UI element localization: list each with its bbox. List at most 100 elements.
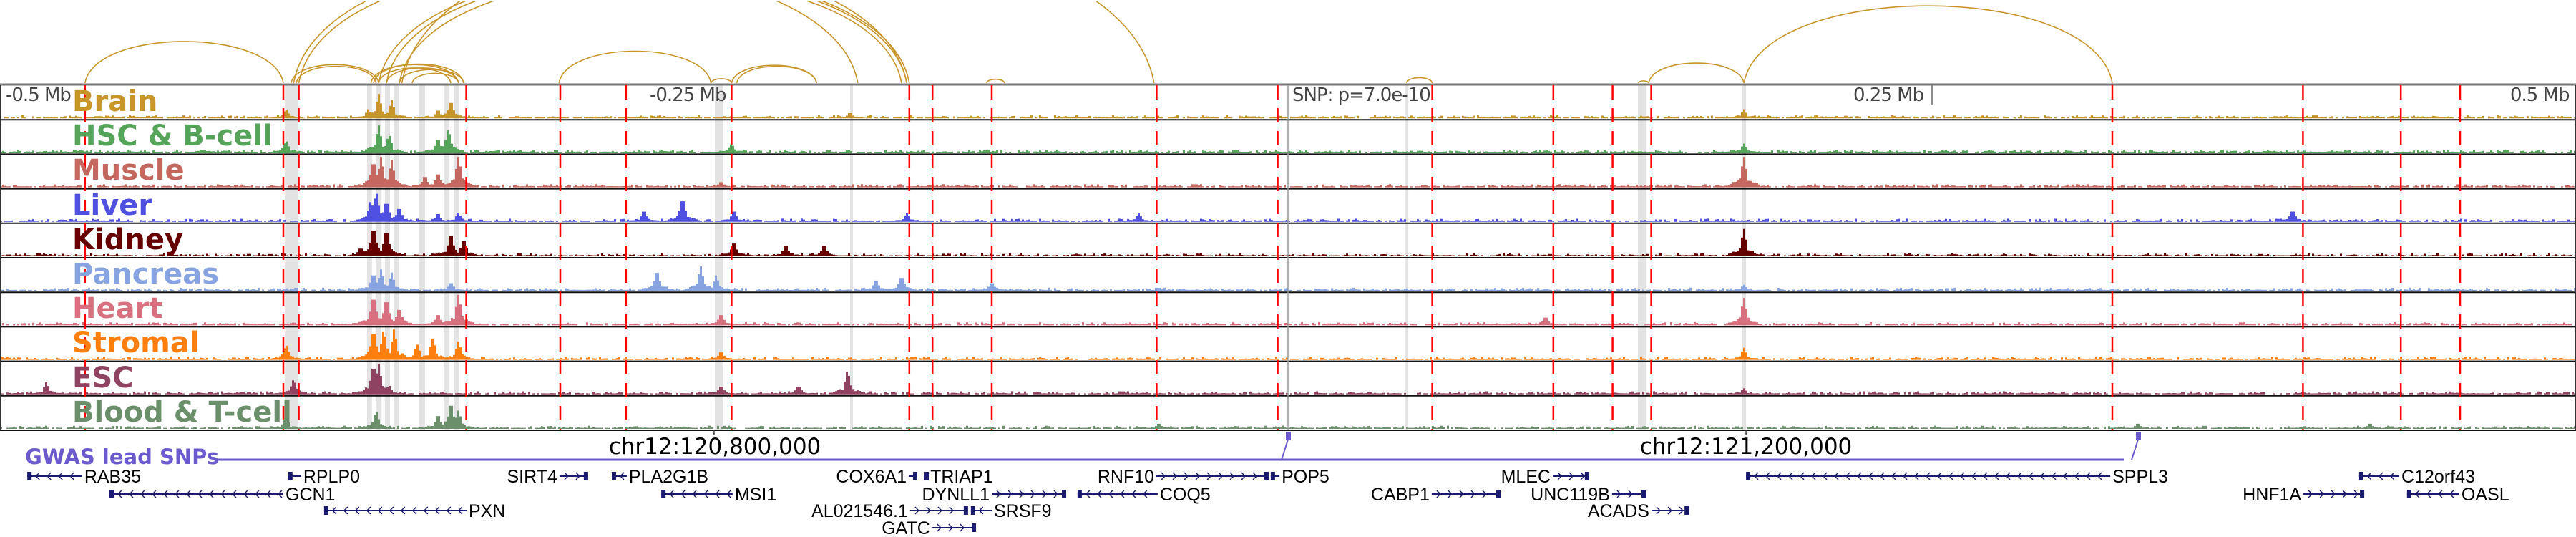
strand-arrow-icon	[996, 490, 1001, 498]
strand-arrow-icon	[1845, 472, 1850, 480]
gene-exon	[912, 472, 917, 480]
gene-rnf10: RNF10	[1098, 467, 1269, 487]
strand-arrow-icon	[2437, 490, 2443, 498]
strand-arrow-icon	[2331, 490, 2336, 498]
strand-arrow-icon	[220, 490, 225, 498]
interaction-arc	[710, 78, 733, 84]
gene-exon	[583, 472, 588, 480]
track-label: Blood & T-cell	[72, 395, 292, 429]
strand-arrow-icon	[960, 523, 965, 532]
strand-arrow-icon	[1616, 490, 1621, 498]
gene-exon	[1496, 490, 1501, 498]
strand-arrow-icon	[1218, 472, 1224, 480]
gene-pla2g1b: PLA2G1B	[612, 467, 708, 487]
interaction-arc	[1637, 80, 1649, 84]
strand-arrow-icon	[1252, 472, 1258, 480]
strand-arrow-icon	[58, 472, 63, 480]
gene-pxn: PXN	[323, 501, 505, 521]
strand-arrow-icon	[343, 506, 348, 515]
gene-label: POP5	[1282, 467, 1330, 487]
strand-arrow-icon	[1926, 472, 1931, 480]
gene-exon	[109, 490, 114, 498]
gene-exon	[1746, 472, 1751, 480]
strand-arrow-icon	[575, 472, 580, 480]
strand-arrow-icon	[1800, 472, 1805, 480]
strand-arrow-icon	[1459, 490, 1464, 498]
coordinate-label: chr12:121,200,000	[1639, 434, 1853, 460]
strand-arrow-icon	[1777, 472, 1782, 480]
interaction-arc	[558, 50, 712, 84]
strand-arrow-icon	[1008, 490, 1013, 498]
gene-label: CABP1	[1371, 485, 1430, 505]
interaction-arc	[291, 64, 379, 84]
gene-hnf1a: HNF1A	[2243, 485, 2365, 505]
strand-arrow-icon	[1108, 490, 1113, 498]
strand-arrow-icon	[35, 472, 40, 480]
strand-arrow-icon	[255, 490, 260, 498]
strand-arrow-icon	[377, 506, 383, 515]
strand-arrow-icon	[47, 472, 52, 480]
strand-arrow-icon	[117, 490, 122, 498]
interaction-arc	[386, 67, 459, 84]
gene-exon	[288, 472, 293, 480]
strand-arrow-icon	[1880, 472, 1885, 480]
gene-label: RPLP0	[303, 467, 360, 487]
track-label: Muscle	[72, 154, 185, 188]
interaction-arc	[401, 0, 1155, 84]
gene-label: GCN1	[286, 485, 335, 505]
interaction-arc	[386, 0, 907, 84]
strand-arrow-icon	[2097, 472, 2102, 480]
gene-triap1: TRIAP1	[924, 467, 993, 487]
strand-arrow-icon	[1131, 490, 1136, 498]
strand-arrow-icon	[411, 506, 417, 515]
strand-arrow-icon	[692, 490, 697, 498]
strand-arrow-icon	[1656, 506, 1661, 515]
strand-arrow-icon	[726, 490, 731, 498]
strand-arrow-icon	[1568, 472, 1574, 480]
axis-label-left: -0.5 Mb	[6, 84, 72, 106]
strand-arrow-icon	[1857, 472, 1862, 480]
gene-label: DYNLL1	[922, 485, 990, 505]
interaction-arc	[298, 0, 859, 84]
gwas-snp-marker	[1286, 432, 1291, 440]
strand-arrow-icon	[446, 506, 452, 515]
gwas-track-label: GWAS lead SNPs	[25, 445, 220, 469]
strand-arrow-icon	[197, 490, 203, 498]
strand-arrow-icon	[69, 472, 74, 480]
gene-exon	[1584, 472, 1589, 480]
strand-arrow-icon	[926, 506, 931, 515]
track-label: Liver	[72, 188, 153, 222]
strand-arrow-icon	[1868, 472, 1873, 480]
gene-label: COX6A1	[836, 467, 907, 487]
strand-arrow-icon	[1983, 472, 1988, 480]
strand-arrow-icon	[1184, 472, 1189, 480]
strand-arrow-icon	[434, 506, 440, 515]
gene-c12orf43: C12orf43	[2358, 467, 2475, 487]
interaction-arc	[986, 78, 1005, 84]
strand-arrow-icon	[1557, 472, 1563, 480]
gwas-connector	[1281, 439, 1289, 460]
strand-arrow-icon	[1482, 490, 1487, 498]
gene-coq5: COQ5	[1077, 485, 1211, 505]
strand-arrow-icon	[1891, 472, 1896, 480]
strand-arrow-icon	[1903, 472, 1908, 480]
strand-arrow-icon	[620, 472, 625, 480]
strand-arrow-icon	[1823, 472, 1828, 480]
interaction-arc	[1648, 62, 1745, 84]
strand-arrow-icon	[564, 472, 569, 480]
track-label: Heart	[72, 292, 163, 326]
strand-arrow-icon	[914, 506, 919, 515]
strand-arrow-icon	[2342, 490, 2348, 498]
gene-exon	[1641, 490, 1646, 498]
interaction-arc	[1743, 5, 2113, 84]
strand-arrow-icon	[1765, 472, 1770, 480]
strand-arrow-icon	[331, 506, 337, 515]
strand-arrow-icon	[2074, 472, 2079, 480]
signal-track-liver	[0, 193, 2576, 222]
strand-arrow-icon	[423, 506, 429, 515]
strand-arrow-icon	[243, 490, 248, 498]
gene-exon	[323, 506, 328, 515]
gwas-snp-marker	[2136, 432, 2141, 440]
gene-exon	[1077, 490, 1082, 498]
strand-arrow-icon	[186, 490, 191, 498]
